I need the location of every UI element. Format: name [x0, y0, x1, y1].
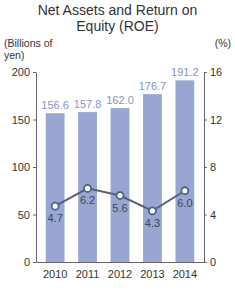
y-tick: 200	[12, 66, 36, 78]
line-label: 6.2	[80, 194, 95, 206]
y-tick-mark	[33, 215, 36, 216]
x-tick: 2013	[140, 268, 164, 280]
y-tick-label: 150	[12, 114, 30, 126]
y2-tick-mark	[204, 215, 207, 216]
y-axis-line	[36, 73, 37, 263]
x-tick-label: 2011	[76, 268, 100, 280]
y2-axis-title: (%)	[215, 37, 231, 49]
text-line: (Billions of	[4, 37, 53, 49]
bar-label: 176.7	[139, 80, 167, 92]
marker	[149, 207, 156, 214]
y2-tick: 8	[204, 161, 216, 173]
marker	[117, 192, 124, 199]
title: Net Assets and Return onEquity (ROE)	[38, 2, 198, 34]
bar-label: 191.2	[171, 66, 199, 78]
y2-tick-label: 0	[210, 256, 216, 268]
y-tick-label: 0	[24, 256, 30, 268]
y-tick: 50	[18, 209, 36, 221]
marker	[52, 203, 59, 210]
bar-label: 162.0	[106, 94, 134, 106]
y2-tick-mark	[204, 72, 207, 73]
bar	[143, 94, 162, 262]
bar	[78, 112, 97, 262]
line-label: 6.0	[177, 197, 192, 209]
y-tick-label: 200	[12, 66, 30, 78]
x-axis-line	[37, 262, 205, 263]
bar-label: 156.6	[41, 99, 69, 111]
text-line: yen)	[4, 49, 24, 61]
y2-tick-mark	[204, 167, 207, 168]
y2-tick-label: 16	[210, 66, 222, 78]
bar-label: 157.8	[74, 98, 102, 110]
y-tick-label: 50	[18, 209, 30, 221]
x-axis: 2010 2011 2012 2013 2014	[37, 263, 205, 280]
text-line: Equity (ROE)	[76, 18, 158, 34]
y-tick-mark	[33, 262, 36, 263]
data-labels: 156.6 157.8 162.0 176.7 191.2 4.7 6.2 5.6 4.3 6.0	[41, 66, 198, 229]
y-tick: 150	[12, 114, 36, 126]
bar	[175, 80, 194, 262]
y-tick-mark	[33, 72, 36, 73]
line-label: 4.3	[145, 217, 160, 229]
y2-axis: 0 4 8 12 16	[204, 66, 222, 268]
y-tick-mark	[33, 167, 36, 168]
marker	[181, 187, 188, 194]
y2-tick-label: 8	[210, 161, 216, 173]
y-tick-mark	[33, 120, 36, 121]
bar	[46, 113, 65, 262]
y-tick: 0	[24, 256, 36, 268]
y2-tick: 0	[204, 256, 216, 268]
y-tick: 100	[12, 161, 36, 173]
x-tick-label: 2010	[43, 268, 67, 280]
bar	[111, 108, 130, 262]
y-axis: 0 50 100 150 200	[12, 66, 37, 268]
marker	[84, 185, 91, 192]
x-tick-label: 2013	[140, 268, 164, 280]
line-label: 5.6	[112, 202, 127, 214]
y2-tick: 4	[204, 209, 216, 221]
chart: Net Assets and Return onEquity (ROE) (Bil…	[0, 0, 235, 307]
x-tick-label: 2012	[108, 268, 132, 280]
y-axis-title: (Billions ofyen)	[4, 37, 53, 61]
y2-tick: 16	[204, 66, 222, 78]
y2-tick: 12	[204, 114, 222, 126]
x-tick: 2010	[43, 268, 67, 280]
y2-tick-mark	[204, 120, 207, 121]
x-tick-label: 2014	[173, 268, 197, 280]
text-line: Net Assets and Return on	[38, 2, 198, 18]
line-label: 4.7	[47, 212, 62, 224]
y2-tick-label: 4	[210, 209, 216, 221]
x-tick: 2014	[173, 268, 197, 280]
x-tick: 2011	[76, 268, 100, 280]
y2-tick-label: 12	[210, 114, 222, 126]
x-tick: 2012	[108, 268, 132, 280]
y-tick-label: 100	[12, 161, 30, 173]
